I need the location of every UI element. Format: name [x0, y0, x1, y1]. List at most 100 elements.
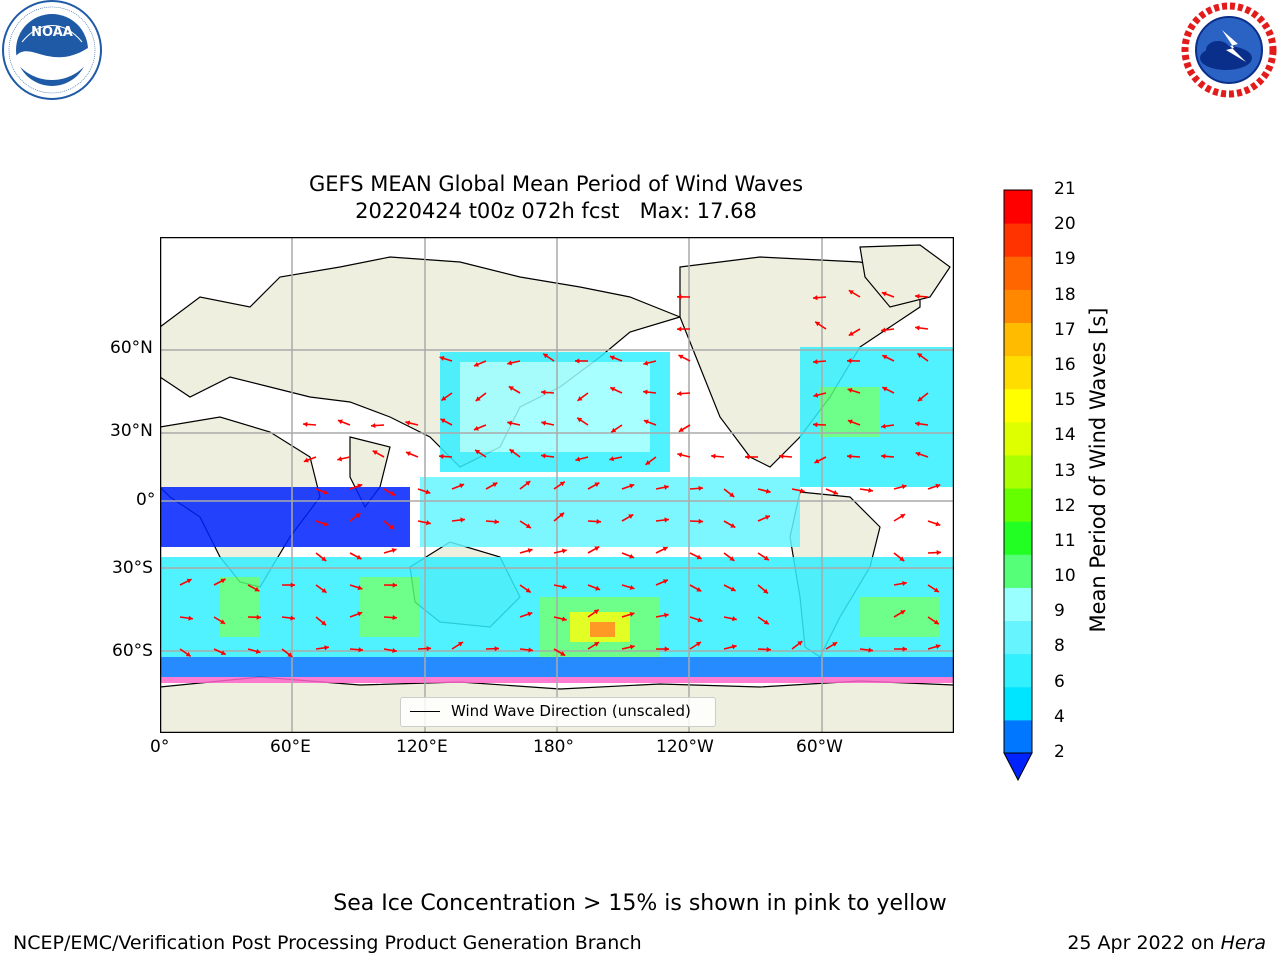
colorbar-segment — [1004, 388, 1032, 423]
wave-arrow-head — [881, 453, 886, 459]
wave-arrow-head — [935, 521, 941, 527]
wave-arrow-head — [337, 419, 343, 425]
wave-arrow-head — [492, 482, 498, 488]
wave-arrow-head — [868, 487, 873, 493]
wave-arrow-head — [915, 421, 920, 427]
wave-arrow-head — [847, 387, 853, 393]
wave-arrow-head — [814, 458, 820, 464]
wave-arrow-head — [629, 483, 635, 489]
wave-arrow-head — [629, 553, 635, 559]
wave-arrow-head — [629, 644, 635, 650]
wave-arrow-head — [698, 518, 703, 524]
wave-arrow-head — [508, 386, 514, 391]
wave-arrow-head — [696, 586, 702, 592]
wave-arrow-head — [813, 359, 818, 365]
noaa-logo: NOAA — [2, 0, 102, 100]
wave-arrow-head — [848, 331, 854, 336]
colorbar-segment — [1004, 620, 1032, 655]
colorbar-segment — [1004, 256, 1032, 290]
wave-arrow-head — [763, 619, 769, 625]
wave-arrow-head — [593, 609, 599, 615]
wave-arrow-head — [527, 611, 533, 617]
wave-arrow-head — [629, 611, 635, 617]
lon-tick-180: 180° — [533, 737, 574, 757]
wave-arrow-head — [561, 616, 567, 622]
wave-arrow-head — [541, 453, 546, 459]
wave-arrow-head — [595, 585, 601, 591]
wave-arrow-head — [457, 642, 463, 647]
wave-arrow-head — [426, 645, 431, 652]
wave-arrow-head — [389, 524, 395, 530]
noaa-logo-text: NOAA — [31, 25, 73, 40]
wave-arrow-head — [528, 647, 533, 653]
wave-arrow-head — [356, 554, 362, 560]
colorbar-segment — [1004, 355, 1032, 390]
wave-arrow-head — [610, 386, 616, 392]
wave-arrow-head — [779, 453, 784, 459]
wave-arrow-head — [426, 520, 431, 526]
colorbar-tick-label: 8 — [1054, 636, 1065, 657]
colorbar-segment — [1004, 554, 1032, 588]
wave-arrow-head — [664, 484, 669, 490]
wave-arrow-head — [915, 325, 920, 331]
wave-arrow-head — [731, 644, 737, 650]
run-date-text: 25 Apr 2022 on — [1067, 932, 1221, 954]
wave-arrow-head — [677, 294, 682, 300]
wave-arrow-head — [475, 449, 481, 455]
wave-arrow-head — [441, 395, 447, 401]
wave-arrow-head — [494, 646, 499, 652]
sea-ice-note: Sea Ice Concentration > 15% is shown in … — [333, 891, 947, 916]
wave-arrow-head — [629, 584, 635, 590]
colorbar-tick-label: 21 — [1054, 179, 1076, 199]
wave-arrow-head — [935, 483, 941, 489]
wave-arrow-head — [881, 291, 887, 297]
wave-arrow-head — [507, 360, 513, 366]
nws-logo — [1180, 1, 1278, 99]
colorbar-tick-label: 9 — [1054, 601, 1065, 622]
colorbar-tick-label: 16 — [1054, 354, 1076, 375]
colorbar-segment — [1004, 686, 1032, 721]
wave-arrow-head — [730, 586, 736, 592]
wave-arrow-head — [933, 587, 939, 593]
wave-arrow-head — [662, 546, 668, 552]
wave-arrow-head — [664, 612, 669, 618]
wave-arrow-head — [372, 450, 378, 456]
wave-arrow-head — [255, 648, 261, 654]
wave-arrow-head — [392, 582, 397, 588]
wave-arrow-head — [220, 619, 226, 624]
wave-arrow-head — [254, 586, 260, 592]
wave-arrow-head — [220, 650, 226, 656]
wave-arrow-head — [900, 610, 906, 615]
wave-arrow-head — [559, 512, 565, 518]
wave-arrow-head — [596, 518, 601, 525]
lon-tick-60w: 60°W — [796, 737, 843, 757]
wave-arrow-head — [527, 548, 533, 554]
wave-arrow-head — [902, 580, 907, 587]
wave-arrow-head — [357, 483, 363, 489]
lon-tick-120w: 120°W — [656, 737, 714, 757]
wave-arrow-head — [460, 517, 465, 523]
wave-arrow-head — [645, 460, 651, 465]
colorbar-label: Mean Period of Wind Waves [s] — [1086, 307, 1110, 633]
wave-arrow-head — [833, 489, 838, 495]
wave-arrow-head — [813, 295, 818, 301]
wave-arrow-head — [766, 646, 771, 653]
wave-arrow-head — [847, 358, 852, 364]
lat-tick-60s: 60°S — [112, 641, 153, 661]
colorbar-tick-label: 18 — [1054, 284, 1076, 305]
wave-arrow-head — [800, 488, 805, 494]
wave-arrow-head — [357, 611, 363, 617]
wave-arrow-head — [813, 392, 819, 398]
wave-arrow-head — [763, 555, 769, 561]
wave-arrow-head — [405, 451, 411, 457]
wave-arrow-head — [917, 353, 923, 358]
wave-arrow-head — [732, 616, 737, 622]
wave-arrow-head — [936, 549, 941, 556]
lon-tick-60e: 60°E — [270, 737, 311, 757]
wave-arrow-head — [677, 391, 682, 397]
colorbar-tick-label: 6 — [1054, 671, 1065, 692]
wave-arrow-head — [390, 491, 396, 496]
wave-arrow-head — [882, 354, 888, 360]
wave-arrow-head — [507, 420, 513, 426]
wave-arrow-head — [678, 354, 684, 360]
